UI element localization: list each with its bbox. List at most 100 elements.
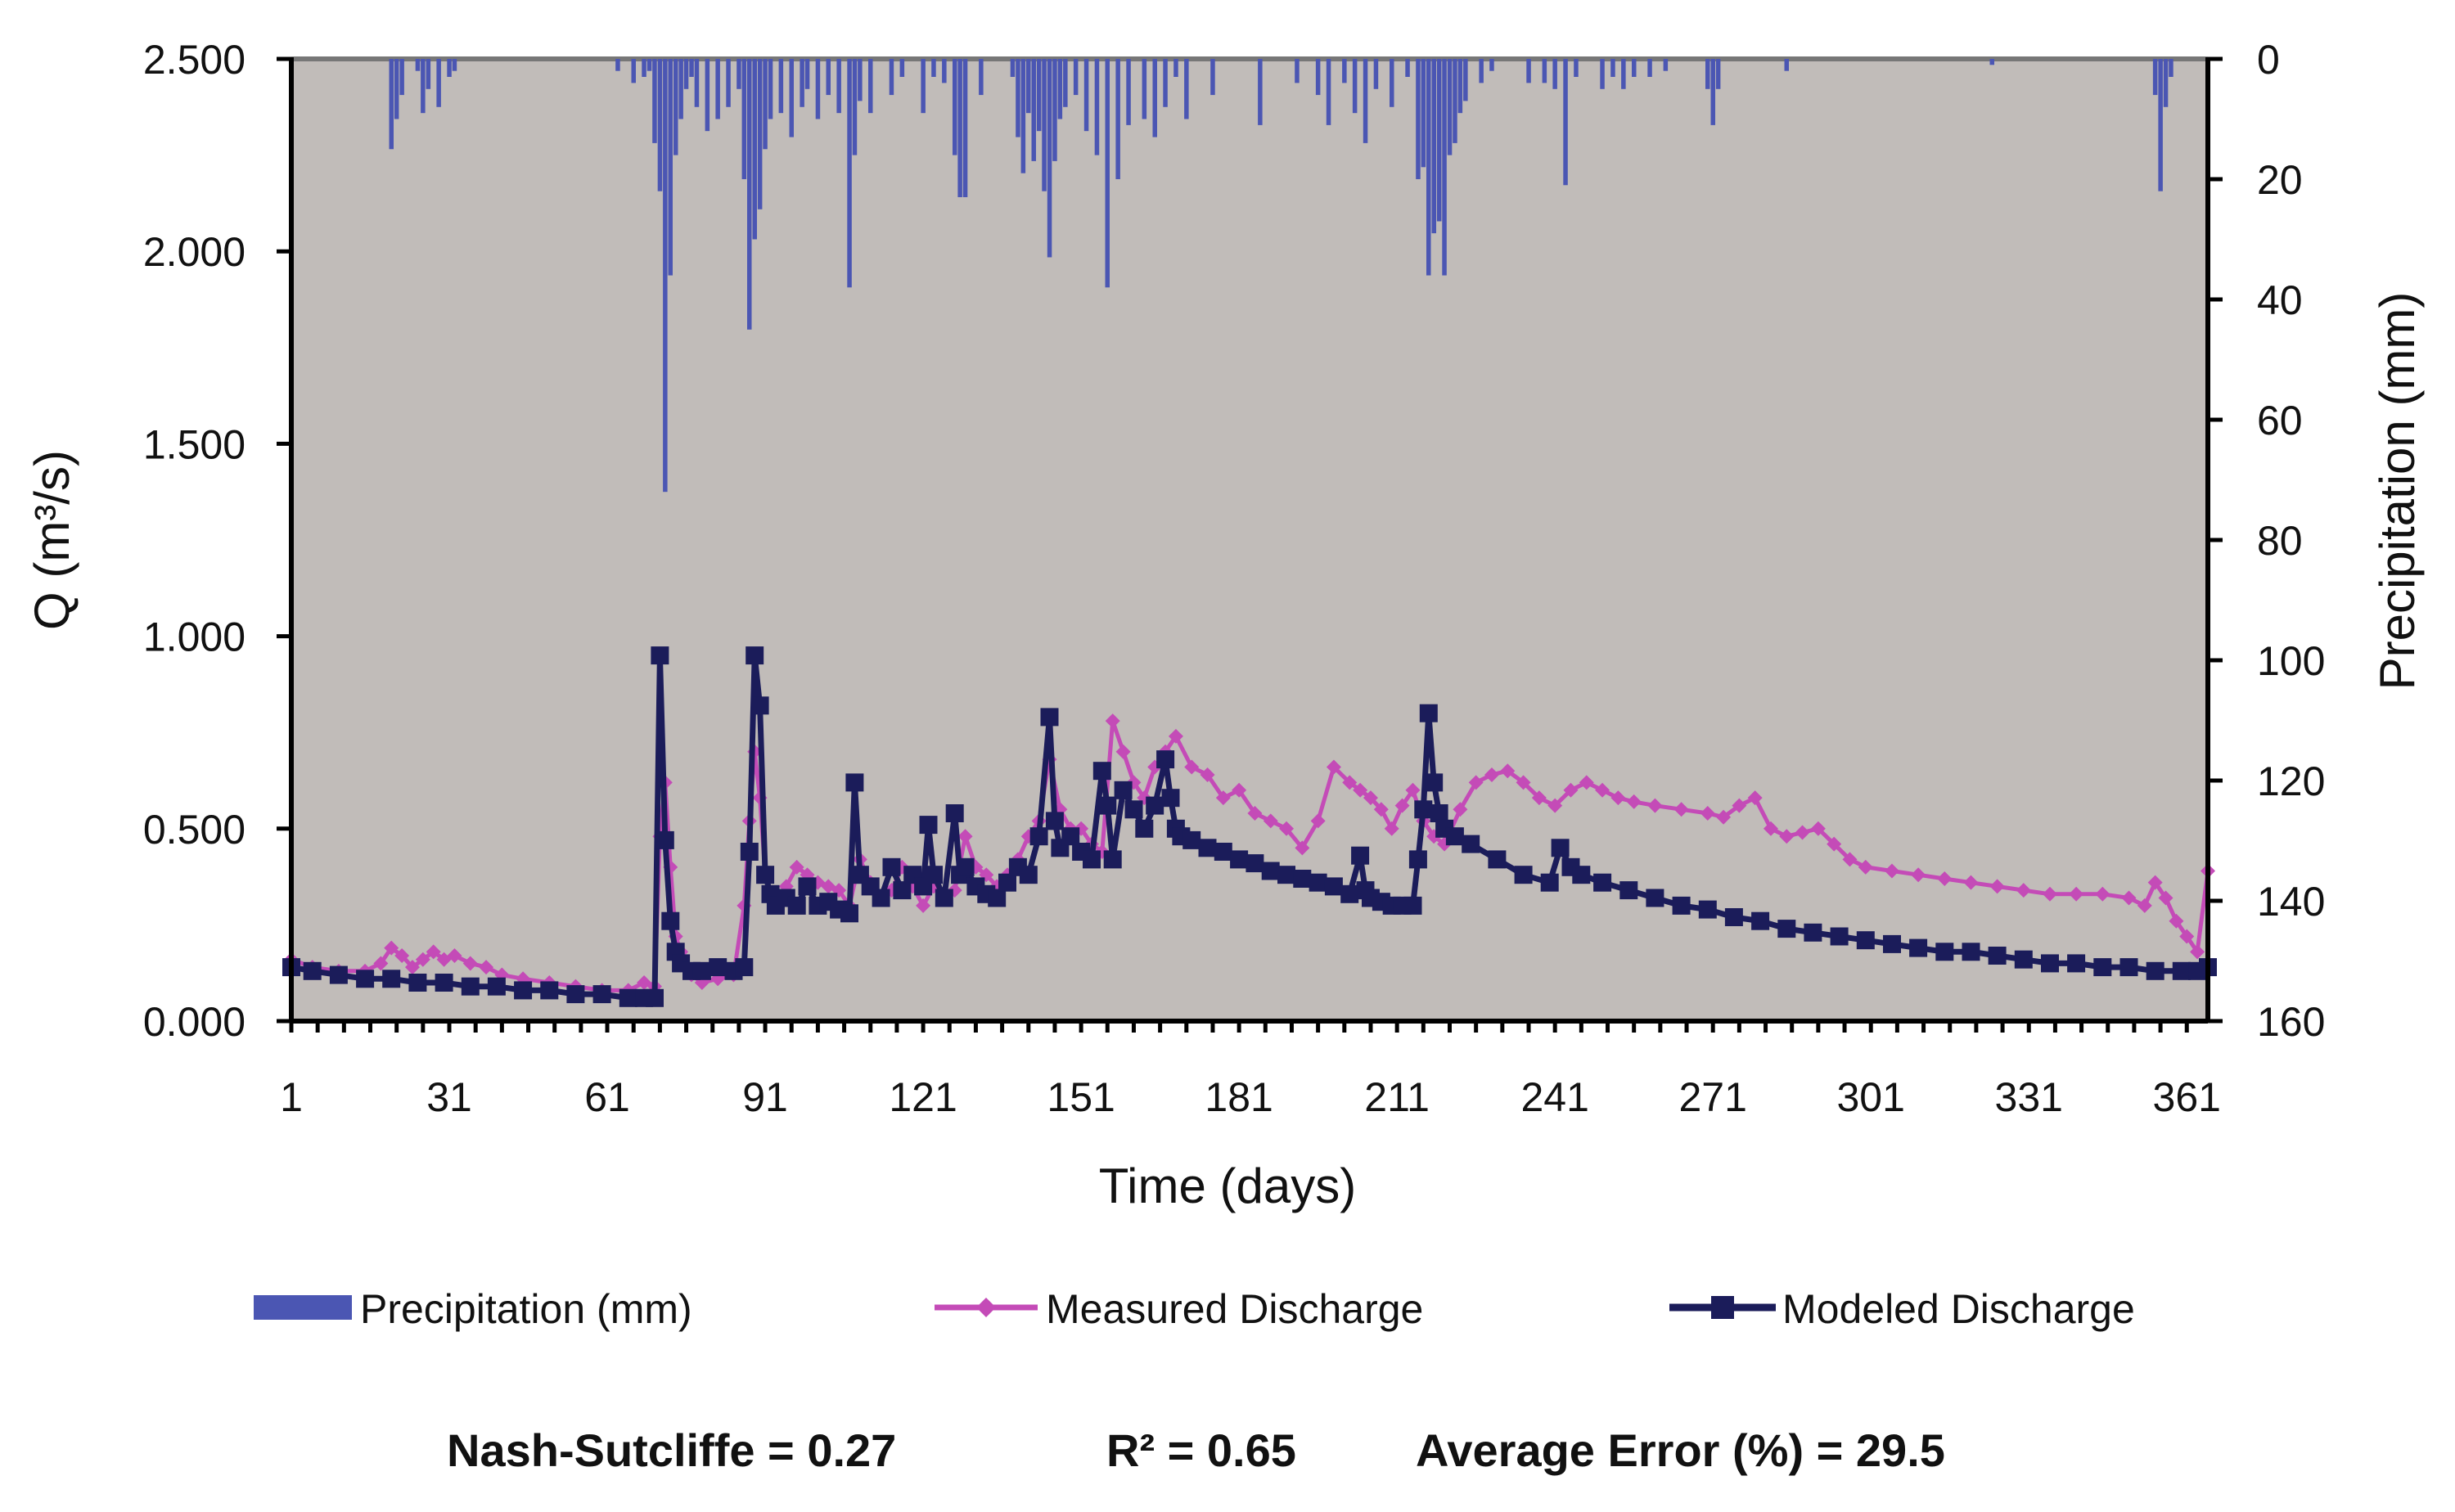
modeled-point (845, 773, 864, 792)
measured-point (1437, 836, 1453, 852)
modeled-point (461, 977, 480, 996)
legend-measured-marker (976, 1298, 996, 1317)
precipitation-bar (1431, 59, 1436, 234)
modeled-point (1098, 796, 1117, 815)
precipitation-bar (953, 59, 957, 155)
precipitation-bar (1063, 59, 1068, 107)
modeled-point (1488, 850, 1507, 869)
modeled-point (487, 977, 506, 996)
measured-point (1547, 798, 1563, 813)
precipitation-bar (1016, 59, 1020, 137)
precipitation-bar (1163, 59, 1168, 107)
modeled-point (1261, 862, 1280, 880)
precipitation-bar (694, 59, 700, 107)
measured-point (1310, 813, 1326, 829)
modeled-point (2014, 950, 2033, 969)
precipitation-bar (2169, 59, 2173, 77)
modeled-point (2093, 958, 2112, 977)
precipitation-bar (1258, 59, 1263, 125)
modeled-point (1883, 934, 1901, 953)
precipitation-bar (899, 59, 905, 77)
x-tick-label: 241 (1520, 1074, 1588, 1120)
modeled-point (1114, 781, 1133, 799)
measured-point (1842, 852, 1858, 867)
precipitation-bar (1052, 59, 1057, 161)
modeled-point (1135, 819, 1154, 838)
precipitation-bar (1784, 59, 1789, 71)
modeled-discharge-series (282, 646, 2217, 1007)
x-tick-label: 181 (1205, 1074, 1273, 1120)
precipitation-bar (979, 59, 984, 96)
measured-point (789, 859, 804, 875)
measured-point (462, 956, 478, 971)
precipitation-bar (1142, 59, 1147, 119)
precipitation-bar (1600, 59, 1605, 89)
precipitation-bar (1442, 59, 1447, 276)
precipitation-bar (1632, 59, 1637, 77)
precipitation-bar (747, 59, 752, 330)
measured-point (1373, 802, 1389, 817)
precipitation-bar (1989, 59, 1994, 65)
precipitation-bar (1436, 59, 1442, 222)
precipitation-bar (1210, 59, 1215, 96)
measured-point (1647, 798, 1663, 813)
measured-point (2179, 929, 2195, 944)
precipitation-bar (768, 59, 773, 119)
measured-point (394, 948, 410, 964)
modeled-point (1040, 708, 1059, 727)
x-tick-label: 151 (1047, 1074, 1115, 1120)
precipitation-bar (1542, 59, 1547, 83)
modeled-point (566, 985, 585, 1004)
modeled-point (1540, 873, 1559, 892)
measured-point (1263, 813, 1278, 829)
measured-point (1232, 782, 1247, 798)
measured-point (916, 898, 931, 913)
precipitation-bar (1352, 59, 1358, 114)
precipitation-bar (1026, 59, 1031, 114)
measured-point (1989, 879, 2005, 894)
measured-point (1963, 875, 1979, 890)
precipitation-bar (689, 59, 694, 77)
modeled-point (1083, 850, 1101, 869)
y2-axis-title: Precipitation (mm) (2370, 292, 2425, 691)
modeled-point (1619, 881, 1638, 900)
measured-point (1858, 859, 1873, 875)
precipitation-bar (1094, 59, 1100, 155)
measured-point (2121, 890, 2137, 906)
precipitation-bar (421, 59, 426, 114)
precipitation-bar (847, 59, 852, 288)
measured-point (1810, 821, 1826, 836)
modeled-point (740, 843, 759, 861)
x-tick-label: 91 (742, 1074, 788, 1120)
precipitation-bar (452, 59, 457, 71)
precipitation-bar (789, 59, 794, 137)
modeled-point (798, 877, 817, 896)
precipitation-bar (1010, 59, 1016, 77)
precipitation-bar (436, 59, 441, 107)
precipitation-bar (1373, 59, 1379, 89)
precipitation-bar (426, 59, 431, 89)
precipitation-bar (652, 59, 657, 143)
precipitation-bar (1036, 59, 1042, 132)
measured-point (1215, 790, 1231, 806)
precipitation-bar (399, 59, 404, 96)
precipitation-bar (800, 59, 804, 107)
modeled-point (893, 881, 912, 900)
precipitation-bar (683, 59, 689, 89)
measured-point (415, 952, 430, 967)
x-tick-label: 211 (1364, 1074, 1430, 1120)
precipitation-bar (1073, 59, 1079, 96)
modeled-point (1092, 762, 1111, 781)
stat-nash-sutcliffe: Nash-Sutcliffe = 0.27 (447, 1424, 896, 1476)
precipitation-bar (889, 59, 894, 96)
precipitation-bar (942, 59, 947, 83)
modeled-point (329, 965, 348, 984)
y-tick-label: 0.500 (143, 807, 246, 853)
measured-point (1563, 782, 1579, 798)
modeled-point (435, 974, 453, 992)
modeled-point (1445, 827, 1464, 846)
modeled-point (1672, 896, 1691, 915)
measured-point (1184, 759, 1200, 775)
modeled-point (1146, 796, 1164, 815)
precipitation-bar (1326, 59, 1331, 125)
